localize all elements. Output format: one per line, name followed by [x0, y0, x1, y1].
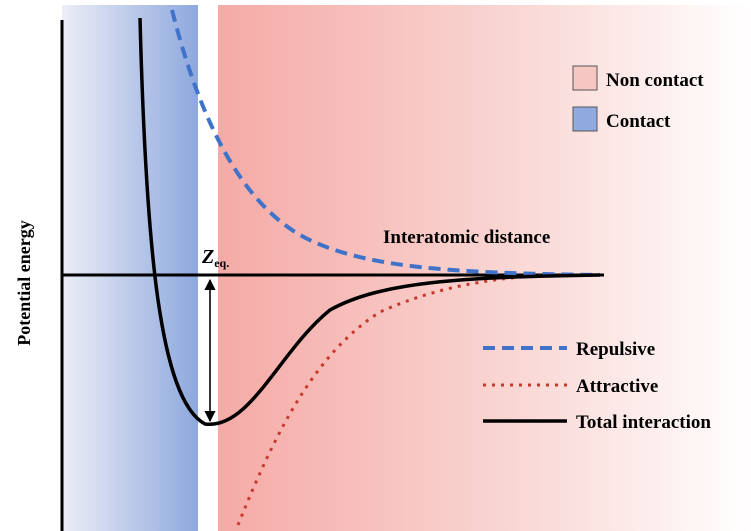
region-legend: Non contact Contact [572, 65, 704, 132]
y-axis-label: Potential energy [14, 220, 34, 345]
contact-swatch [572, 106, 598, 132]
attractive-curve [236, 273, 556, 526]
zeq-label: Zeq. [201, 246, 229, 270]
total-legend-label: Total interaction [576, 412, 711, 433]
contact-legend-label: Contact [606, 111, 671, 132]
repulsive-curve [170, 9, 601, 277]
x-axis-label: Interatomic distance [383, 227, 550, 248]
non-contact-legend-label: Non contact [606, 70, 704, 91]
zeq-subscript: eq. [214, 256, 229, 270]
total-interaction-curve [138, 17, 601, 426]
repulsive-legend-label: Repulsive [576, 339, 655, 360]
contact-region [62, 5, 198, 531]
curve-legend: Repulsive Attractive Total interaction [483, 339, 711, 433]
zeq-main: Z [201, 246, 214, 268]
non-contact-swatch [572, 65, 598, 91]
attractive-legend-label: Attractive [576, 376, 658, 397]
non-contact-region [218, 5, 751, 531]
